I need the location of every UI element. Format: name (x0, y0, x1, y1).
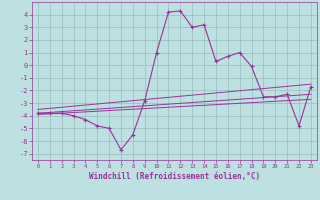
X-axis label: Windchill (Refroidissement éolien,°C): Windchill (Refroidissement éolien,°C) (89, 172, 260, 181)
